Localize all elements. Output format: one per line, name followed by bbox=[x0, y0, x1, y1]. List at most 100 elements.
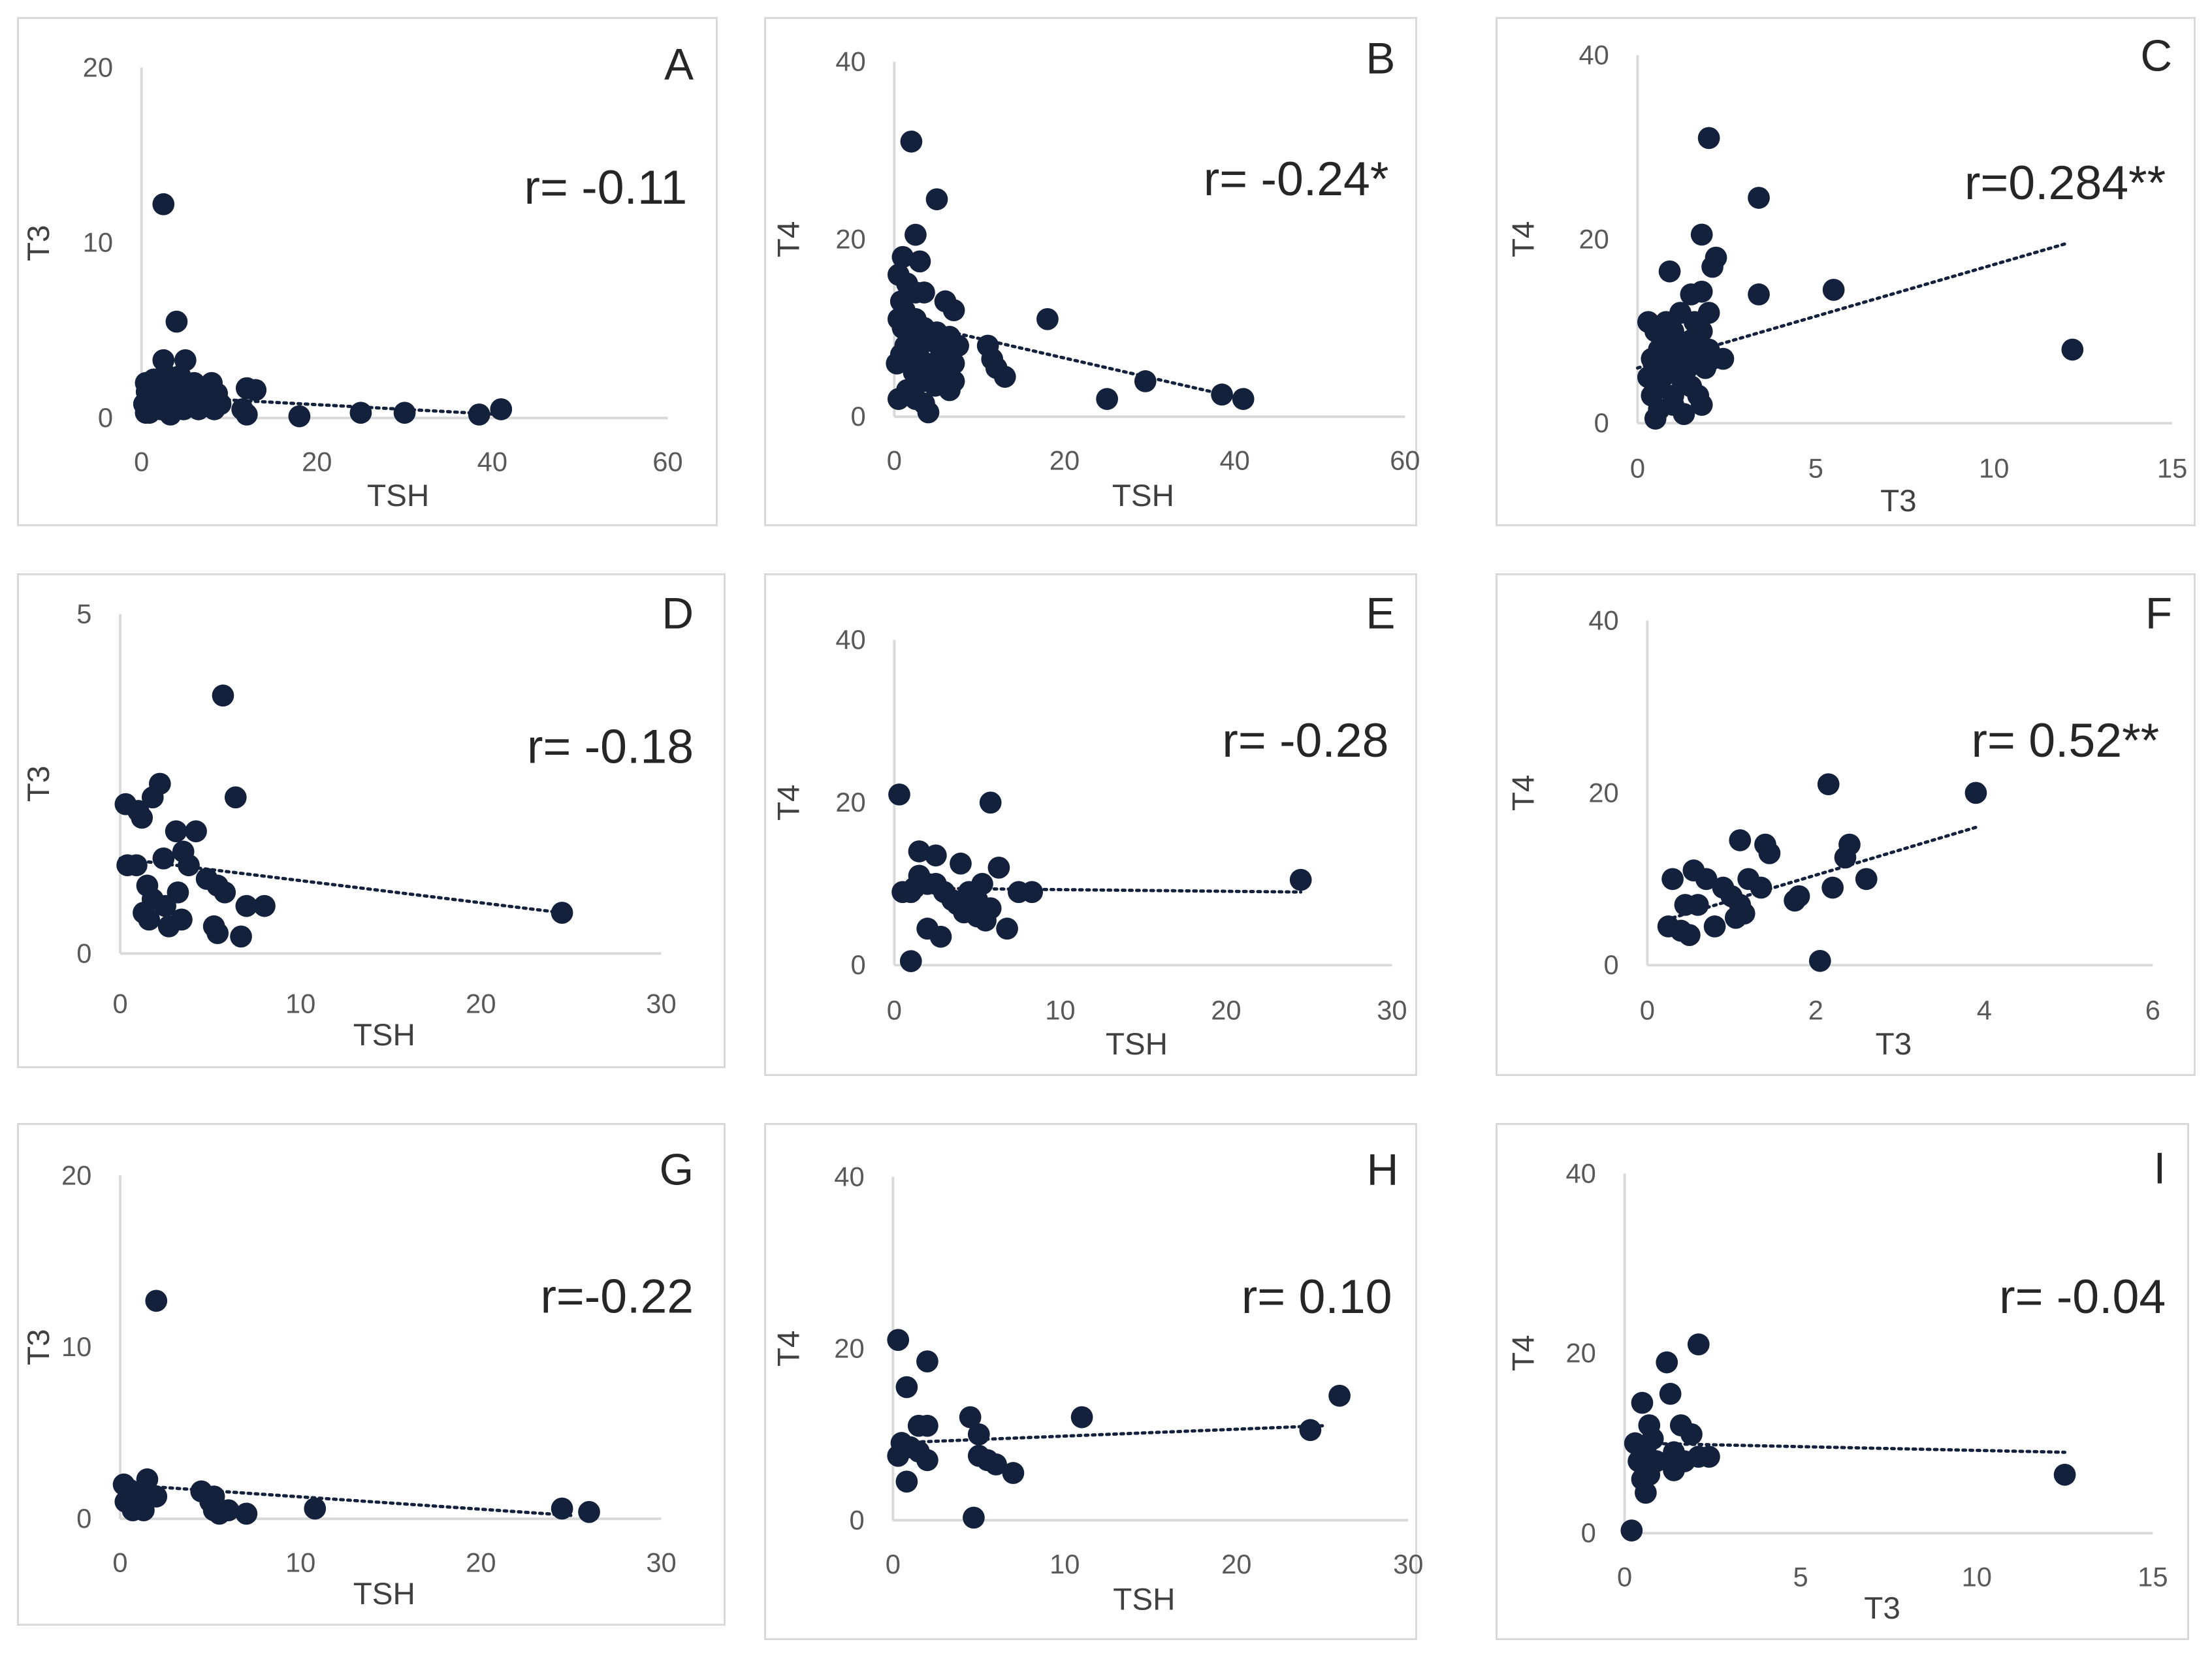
x-tick-label: 0 bbox=[134, 447, 149, 477]
data-point bbox=[979, 791, 1002, 814]
panel-letter: A bbox=[664, 40, 694, 89]
x-axis-title: TSH bbox=[1106, 1027, 1168, 1062]
scatter-plot-e: 0 10 20 30 0 20 40 TSH T4 Er= -0.28 bbox=[772, 589, 1407, 1062]
data-point bbox=[895, 1376, 918, 1399]
x-tick-label: 10 bbox=[1045, 995, 1075, 1026]
x-axis-title: TSH bbox=[1112, 479, 1174, 513]
data-point bbox=[908, 250, 931, 273]
data-point bbox=[551, 1497, 573, 1520]
x-tick-label: 10 bbox=[285, 1547, 315, 1578]
x-tick-label: 0 bbox=[112, 1547, 127, 1578]
data-point bbox=[1663, 1459, 1685, 1481]
x-tick-label: 0 bbox=[112, 989, 127, 1019]
data-point bbox=[963, 1506, 985, 1529]
data-point bbox=[1834, 846, 1857, 869]
data-point bbox=[895, 1470, 918, 1493]
data-point bbox=[942, 370, 965, 392]
y-tick-label: 10 bbox=[83, 227, 113, 258]
data-point bbox=[1964, 782, 1987, 804]
y-axis-title: T4 bbox=[771, 1331, 806, 1367]
data-point bbox=[125, 854, 148, 877]
data-point bbox=[135, 372, 157, 394]
data-point bbox=[468, 403, 490, 426]
data-point bbox=[996, 917, 1018, 940]
x-tick-label: 0 bbox=[1630, 453, 1645, 484]
scatter-plot-f: 0 2 4 6 0 20 40 T3 T4 Fr= 0.52** bbox=[1507, 589, 2172, 1062]
x-tick-label: 30 bbox=[1377, 995, 1407, 1026]
panel-letter: G bbox=[660, 1145, 694, 1194]
data-point bbox=[131, 806, 153, 829]
x-tick-label: 6 bbox=[2145, 995, 2160, 1026]
data-point bbox=[1680, 1423, 1703, 1446]
x-tick-label: 30 bbox=[646, 989, 676, 1019]
scatter-plot-b: 0 20 40 60 0 20 40 TSH T4 Br= -0.24* bbox=[771, 34, 1420, 513]
data-point bbox=[1620, 1519, 1643, 1542]
data-point bbox=[1821, 876, 1844, 899]
x-tick-label: 40 bbox=[477, 447, 507, 477]
correlation-label: r=0.284** bbox=[1964, 156, 2166, 210]
data-point bbox=[893, 299, 916, 322]
y-tick-label: 0 bbox=[850, 401, 865, 432]
x-tick-label: 10 bbox=[1962, 1562, 1992, 1592]
data-point bbox=[152, 193, 175, 215]
x-tick-label: 0 bbox=[1617, 1562, 1632, 1592]
data-point bbox=[1690, 280, 1713, 303]
data-point bbox=[1724, 906, 1747, 929]
panel-letter: D bbox=[662, 589, 694, 638]
correlation-label: r=-0.22 bbox=[540, 1270, 694, 1323]
data-point bbox=[924, 844, 947, 867]
y-tick-label: 20 bbox=[834, 1333, 864, 1363]
x-tick-label: 5 bbox=[1793, 1562, 1808, 1592]
data-point bbox=[1299, 1419, 1322, 1442]
y-tick-label: 40 bbox=[835, 624, 865, 655]
data-point bbox=[224, 786, 247, 809]
data-point bbox=[1822, 279, 1845, 301]
data-point bbox=[288, 405, 311, 428]
y-axis-title: T4 bbox=[1507, 221, 1541, 258]
data-point bbox=[1328, 1384, 1351, 1407]
scatter-plot-c: 0 5 10 15 0 20 40 T3 T4 Cr=0.284** bbox=[1507, 31, 2188, 518]
x-tick-label: 5 bbox=[1808, 453, 1823, 484]
data-point bbox=[490, 398, 513, 420]
data-point bbox=[138, 402, 161, 424]
data-point bbox=[1855, 868, 1878, 891]
x-tick-label: 60 bbox=[652, 447, 682, 477]
y-axis-title: T4 bbox=[1507, 775, 1541, 812]
data-point bbox=[1729, 829, 1752, 851]
data-point bbox=[1712, 347, 1735, 370]
data-point bbox=[578, 1500, 600, 1523]
data-point bbox=[1631, 1391, 1654, 1414]
data-point bbox=[916, 1414, 938, 1437]
data-point bbox=[917, 401, 940, 424]
panel-letter: B bbox=[1366, 34, 1395, 83]
x-tick-label: 20 bbox=[1050, 445, 1080, 476]
data-point bbox=[180, 373, 203, 396]
data-point bbox=[2053, 1463, 2076, 1486]
y-tick-label: 0 bbox=[76, 1503, 91, 1534]
data-point bbox=[178, 854, 200, 877]
data-point bbox=[157, 915, 180, 938]
data-point bbox=[1784, 889, 1806, 912]
y-tick-label: 0 bbox=[849, 1504, 864, 1535]
scatter-plot-d: 0 10 20 30 0 5 TSH T3 Dr= -0.18 bbox=[22, 589, 694, 1052]
data-point bbox=[1002, 1462, 1025, 1484]
y-axis-title: T4 bbox=[1507, 1335, 1541, 1372]
data-point bbox=[1648, 338, 1671, 361]
data-point bbox=[1683, 311, 1706, 334]
x-tick-label: 20 bbox=[466, 1547, 496, 1578]
data-point bbox=[905, 223, 927, 246]
data-point bbox=[235, 894, 258, 917]
data-point bbox=[1232, 388, 1255, 410]
data-point bbox=[899, 950, 922, 972]
x-tick-label: 4 bbox=[1977, 995, 1992, 1026]
data-point bbox=[929, 925, 952, 948]
x-tick-label: 2 bbox=[1808, 995, 1823, 1026]
data-point bbox=[1021, 881, 1044, 904]
data-point bbox=[950, 852, 972, 875]
data-point bbox=[891, 245, 914, 268]
y-tick-label: 0 bbox=[1594, 407, 1609, 438]
data-point bbox=[1690, 394, 1713, 416]
data-point bbox=[1697, 127, 1720, 150]
